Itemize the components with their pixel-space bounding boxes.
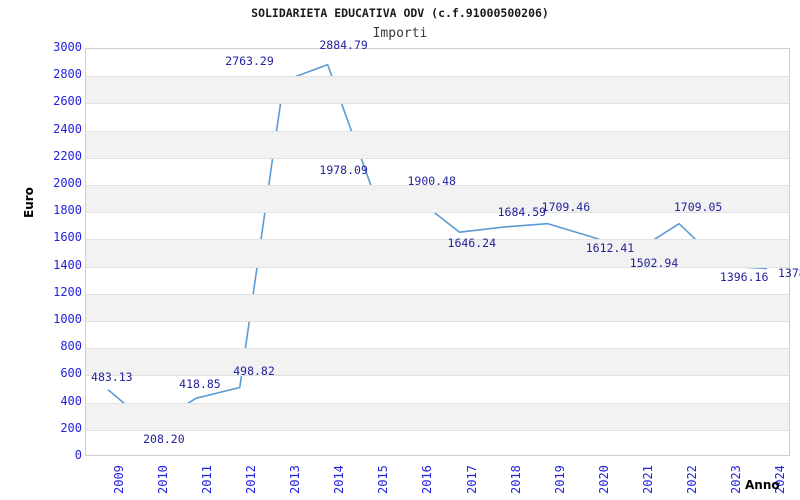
x-tick-label: 2020 xyxy=(596,465,611,494)
x-axis-tick-labels: 2009 2010 2011 2012 2013 2014 2015 2016 2017 2018… xyxy=(85,458,800,500)
gridline xyxy=(86,429,789,431)
grid-band xyxy=(86,76,789,104)
x-tick-label: 2013 xyxy=(288,465,303,494)
gridline xyxy=(86,157,789,159)
data-point-label: 1978.09 xyxy=(319,162,368,177)
gridline xyxy=(86,348,789,350)
x-tick-label: 2022 xyxy=(684,465,699,494)
x-axis-title: Anno xyxy=(745,478,780,492)
gridline xyxy=(86,402,789,404)
chart-subtitle: Importi xyxy=(372,26,428,41)
x-tick-label: 2023 xyxy=(728,465,743,494)
grid-band xyxy=(86,130,789,158)
plot-area xyxy=(85,48,790,456)
data-point-label: 1502.94 xyxy=(629,255,679,270)
y-tick-label: 1400 xyxy=(53,257,82,272)
data-point-label: 2884.79 xyxy=(319,37,368,52)
gridline xyxy=(86,266,789,268)
data-point-label: 498.82 xyxy=(233,364,275,379)
x-tick-label: 2019 xyxy=(552,465,567,494)
data-point-label: 1612.41 xyxy=(585,240,635,255)
y-tick-label: 2200 xyxy=(53,148,82,163)
data-point-label: 1709.05 xyxy=(673,199,723,214)
y-tick-label: 2600 xyxy=(53,94,82,109)
gridline xyxy=(86,321,789,322)
y-tick-label: 800 xyxy=(60,339,82,354)
gridline xyxy=(86,76,789,78)
gridline xyxy=(86,239,789,241)
series-line xyxy=(107,63,768,428)
x-tick-label: 2021 xyxy=(640,465,655,494)
y-axis-tick-labels: 0 200 400 600 800 1000 1200 1400 1600 1800 2000 220… xyxy=(0,40,82,462)
gridline xyxy=(86,185,789,186)
grid-band xyxy=(86,402,789,430)
gridline xyxy=(86,130,789,132)
data-point-label: 1684.59 xyxy=(497,204,547,219)
data-point-label: 1378.7 xyxy=(777,266,800,281)
x-tick-label: 2015 xyxy=(376,465,391,494)
gridline xyxy=(86,212,789,214)
data-point-label: 1396.16 xyxy=(719,270,769,285)
gridline xyxy=(86,103,789,105)
chart-title: SOLIDARIETA EDUCATIVA ODV (c.f.910005002… xyxy=(251,6,549,20)
data-point-label: 208.20 xyxy=(143,431,185,446)
x-tick-label: 2012 xyxy=(244,465,259,494)
grid-band xyxy=(86,293,789,321)
data-point-label: 483.13 xyxy=(91,370,133,385)
x-tick-label: 2009 xyxy=(112,465,127,494)
data-point-label: 1900.48 xyxy=(407,173,456,188)
grid-band xyxy=(86,239,789,267)
x-tick-label: 2010 xyxy=(156,465,171,494)
y-tick-label: 200 xyxy=(60,420,82,435)
grid-band xyxy=(86,185,789,213)
x-tick-label: 2014 xyxy=(332,465,347,494)
y-tick-label: 600 xyxy=(60,366,82,381)
gridline xyxy=(86,293,789,295)
data-point-label: 2763.29 xyxy=(225,54,274,69)
data-point-label: 1646.24 xyxy=(447,236,496,251)
x-tick-label: 2017 xyxy=(464,465,479,494)
y-tick-label: 1000 xyxy=(53,312,82,326)
x-tick-label: 2011 xyxy=(200,465,215,494)
data-point-label: 418.85 xyxy=(179,377,221,392)
y-tick-label: 1800 xyxy=(53,203,82,218)
gridline xyxy=(86,375,789,377)
y-tick-label: 2400 xyxy=(53,121,82,136)
y-axis-title: Euro xyxy=(22,187,36,218)
y-tick-label: 2800 xyxy=(53,67,82,82)
y-tick-label: 1200 xyxy=(53,284,82,299)
x-tick-label: 2016 xyxy=(420,465,435,494)
y-tick-label: 2000 xyxy=(53,176,82,190)
y-tick-label: 1600 xyxy=(53,230,82,245)
grid-band xyxy=(86,348,789,376)
y-tick-label: 400 xyxy=(60,393,82,408)
data-line xyxy=(107,63,768,428)
x-tick-label: 2018 xyxy=(508,465,523,494)
y-tick-label: 3000 xyxy=(53,40,82,54)
y-tick-label: 0 xyxy=(74,448,82,462)
data-point-label: 1709.46 xyxy=(541,199,591,214)
